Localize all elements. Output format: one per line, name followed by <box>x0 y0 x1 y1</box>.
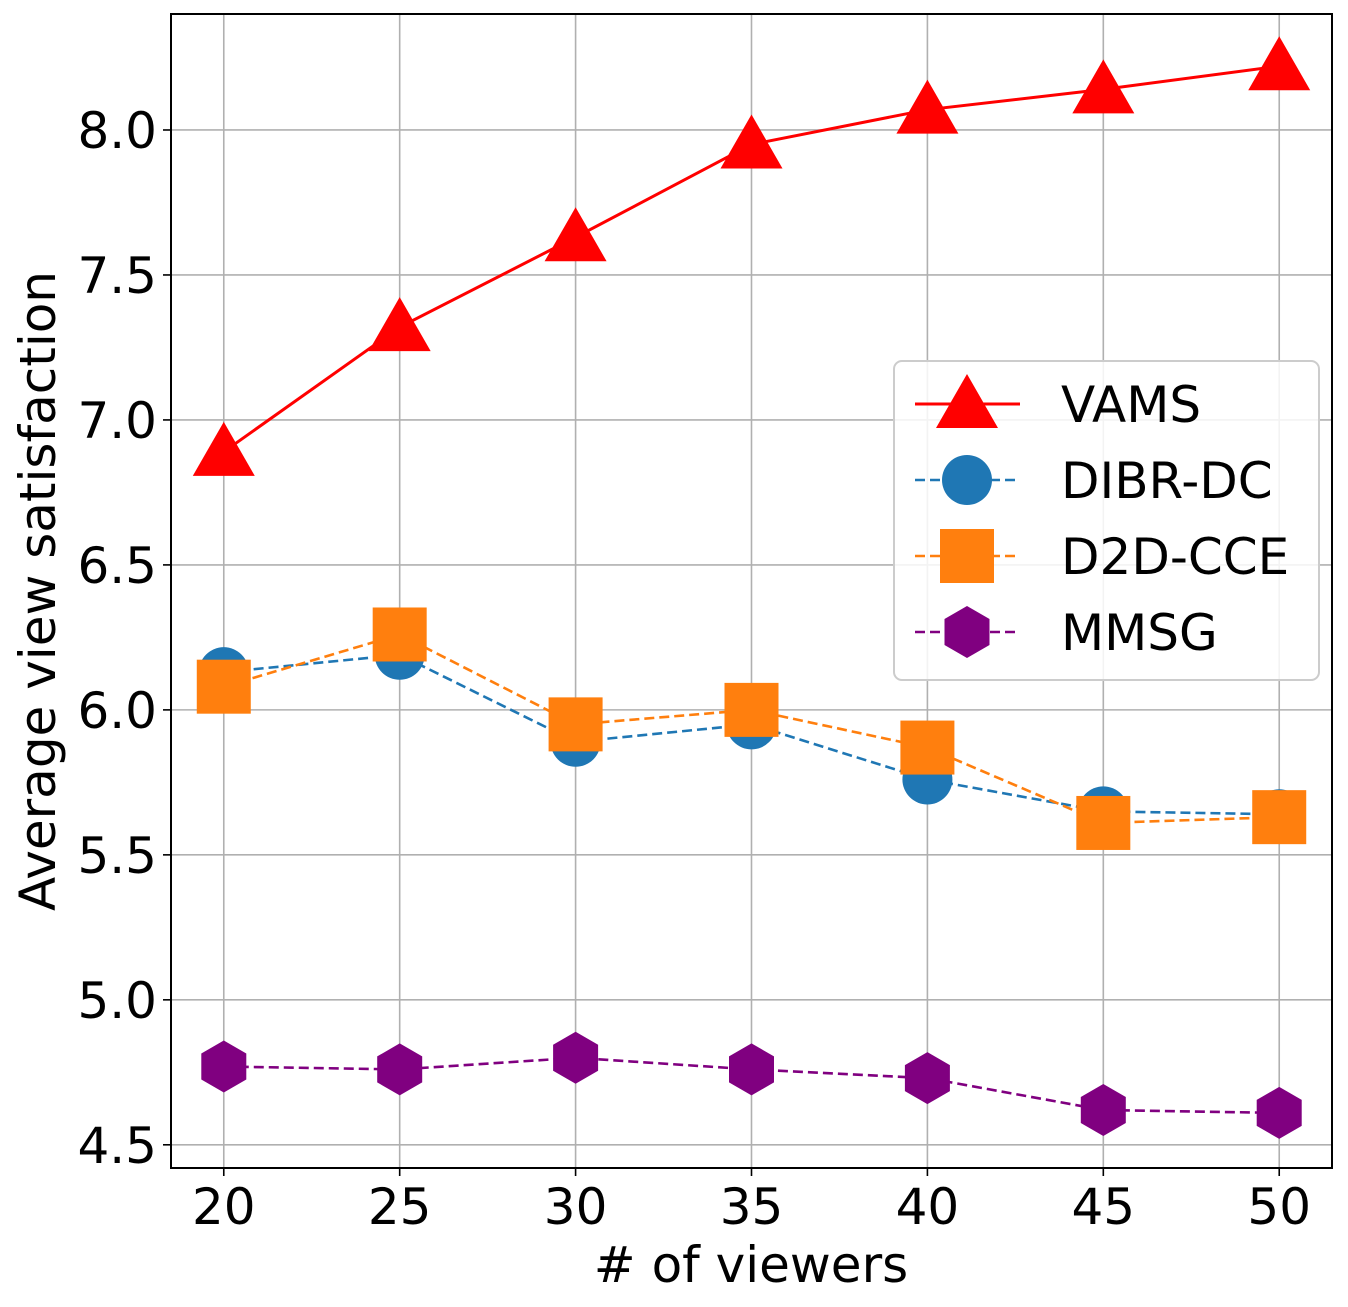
series-layer <box>192 36 1311 1139</box>
x-tick-label: 25 <box>368 1178 432 1236</box>
legend-item: VAMS <box>915 374 1201 434</box>
data-point <box>720 114 783 169</box>
series-d2d-cce <box>196 607 1307 850</box>
x-tick-label: 30 <box>544 1178 608 1236</box>
x-tick-label: 20 <box>192 1178 256 1236</box>
data-point <box>1256 1086 1302 1139</box>
legend-marker <box>944 606 990 658</box>
legend: VAMS DIBR-DC D2D-CCE MMSG <box>893 360 1320 681</box>
legend-item: D2D-CCE <box>915 528 1289 586</box>
x-tick-label: 35 <box>720 1178 784 1236</box>
y-tick-label: 7.5 <box>77 247 157 305</box>
y-tick-label: 4.5 <box>77 1117 157 1175</box>
ticks: 20 25 30 35 40 45 50 4.5 5.0 5.5 6.0 6.5 7.0 7.5 8.0 <box>77 102 1311 1236</box>
series-vams <box>192 36 1311 476</box>
data-point <box>196 659 251 714</box>
data-point <box>900 720 955 775</box>
series-mmsg <box>201 1031 1302 1139</box>
data-point <box>896 79 959 134</box>
legend-label: DIBR-DC <box>1061 452 1273 510</box>
legend-item: MMSG <box>915 604 1218 662</box>
data-point <box>377 1043 423 1096</box>
data-point <box>192 421 255 476</box>
data-point <box>1076 795 1131 850</box>
data-point <box>1080 1084 1126 1136</box>
data-point <box>1248 36 1311 91</box>
y-axis-label: Average view satisfaction <box>9 271 67 911</box>
legend-item: DIBR-DC <box>915 452 1273 510</box>
data-point <box>201 1040 247 1093</box>
legend-marker <box>936 374 998 428</box>
data-point <box>1072 59 1135 114</box>
data-point <box>729 1043 774 1096</box>
data-point <box>1252 790 1307 845</box>
legend-label: MMSG <box>1061 604 1218 662</box>
legend-marker <box>940 529 994 583</box>
x-tick-label: 45 <box>1072 1178 1136 1236</box>
data-point <box>372 607 427 662</box>
data-point <box>548 697 603 752</box>
x-tick-label: 50 <box>1247 1178 1311 1236</box>
y-tick-label: 6.0 <box>77 682 157 740</box>
data-point <box>724 682 779 737</box>
y-tick-label: 5.5 <box>77 827 157 885</box>
data-point <box>368 297 431 352</box>
legend-label: D2D-CCE <box>1061 528 1289 586</box>
data-point <box>553 1031 599 1084</box>
x-axis-label: # of viewers <box>594 1236 908 1294</box>
x-tick-label: 40 <box>896 1178 960 1236</box>
y-tick-label: 8.0 <box>77 102 157 160</box>
y-tick-label: 7.0 <box>77 392 157 450</box>
legend-box <box>893 360 1320 681</box>
y-tick-label: 5.0 <box>77 972 157 1030</box>
legend-label: VAMS <box>1061 376 1201 434</box>
y-tick-label: 6.5 <box>77 537 157 595</box>
legend-marker <box>942 455 992 505</box>
data-point <box>544 207 607 262</box>
data-point <box>904 1052 950 1105</box>
